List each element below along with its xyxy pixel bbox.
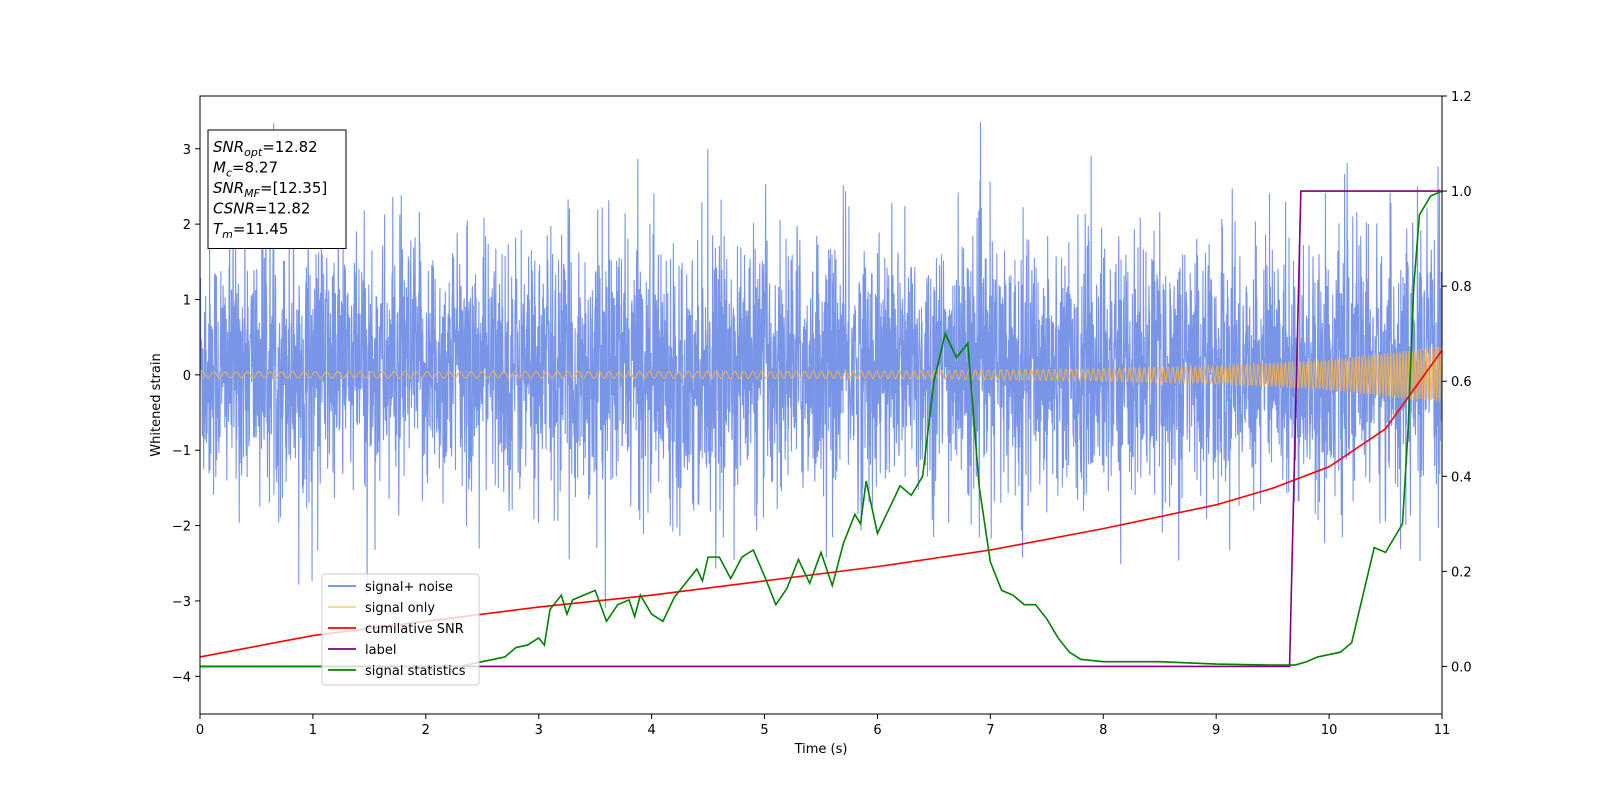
y-right-tick-label: 0.2: [1451, 565, 1472, 580]
x-tick-label: 4: [647, 723, 655, 738]
x-tick-label: 0: [196, 723, 204, 738]
series-signal-noise: [200, 122, 1442, 609]
info-symbol: T: [213, 220, 224, 238]
x-tick-label: 1: [309, 723, 317, 738]
y-left-tick-label: 1: [183, 293, 191, 308]
x-axis: 0 1 2 3 4 5 6 7 8 9 10 11: [196, 714, 1450, 738]
info-value: =12.82: [255, 200, 311, 218]
info-value: =11.45: [233, 220, 289, 238]
info-box-frame: [207, 129, 347, 249]
y-right-tick-label: 1.0: [1451, 185, 1472, 200]
x-tick-label: 6: [873, 723, 881, 738]
legend-label: signal statistics: [365, 664, 466, 679]
info-subscript: opt: [244, 146, 263, 159]
series-line-4: [200, 190, 1442, 668]
y-right-tick-label: 0.8: [1451, 280, 1472, 295]
x-tick-label: 2: [422, 723, 430, 738]
info-value: =8.27: [232, 159, 278, 177]
x-tick-label: 7: [986, 723, 994, 738]
plot-frame: [199, 95, 1443, 715]
y-left-tick-label: 3: [183, 143, 191, 158]
legend-label: signal+ noise: [365, 580, 453, 595]
info-value: =[12.35]: [260, 179, 327, 197]
y-axis-left: −4 −3 −2 −1 0 1 2 3: [172, 143, 200, 685]
y-right-tick-label: 0.0: [1451, 660, 1472, 675]
y-left-tick-label: −2: [172, 520, 191, 535]
info-line: SNRopt=12.82: [213, 138, 318, 159]
series-signal-only: [200, 346, 1442, 403]
x-tick-label: 3: [535, 723, 543, 738]
x-tick-label: 8: [1099, 723, 1107, 738]
x-axis-label: Time (s): [794, 742, 848, 757]
x-tick-label: 5: [760, 723, 768, 738]
legend-label: signal only: [365, 601, 435, 616]
x-tick-label: 10: [1321, 723, 1338, 738]
legend-label: label: [365, 643, 396, 658]
y-axis-right: 0.0 0.2 0.4 0.6 0.8 1.0 1.2: [1442, 90, 1472, 675]
info-line: SNRMF=[12.35]: [213, 179, 327, 200]
y-axis-label: Whitened strain: [149, 353, 164, 456]
info-symbol: SNR: [213, 179, 244, 197]
y-right-tick-label: 0.6: [1451, 375, 1472, 390]
info-line: Mc=8.27: [213, 159, 278, 180]
legend-label: cumilative SNR: [365, 622, 464, 637]
y-right-tick-label: 1.2: [1451, 90, 1472, 105]
info-subscript: MF: [244, 187, 260, 200]
info-line: Tm=11.45: [213, 220, 288, 241]
y-left-tick-label: 0: [183, 369, 191, 384]
y-left-tick-label: −1: [172, 444, 191, 459]
info-subscript: c: [226, 167, 232, 180]
x-tick-label: 9: [1212, 723, 1220, 738]
info-symbol: SNR: [213, 138, 244, 156]
info-symbol: CSNR: [213, 200, 255, 218]
y-left-tick-label: −4: [172, 670, 191, 685]
y-right-tick-label: 0.4: [1451, 470, 1472, 485]
series-line-3: [200, 190, 1442, 668]
legend-box: [321, 573, 480, 686]
info-box: SNRopt=12.82Mc=8.27SNRMF=[12.35]CSNR=12.…: [207, 129, 347, 249]
legend: signal+ noise signal only cumilative SNR la…: [321, 573, 480, 686]
info-line: CSNR=12.82: [213, 200, 310, 218]
x-tick-label: 11: [1434, 723, 1451, 738]
y-left-tick-label: 2: [183, 218, 191, 233]
info-subscript: m: [222, 228, 233, 241]
info-value: =12.82: [262, 138, 318, 156]
info-symbol: M: [213, 159, 226, 177]
y-left-tick-label: −3: [172, 595, 191, 610]
